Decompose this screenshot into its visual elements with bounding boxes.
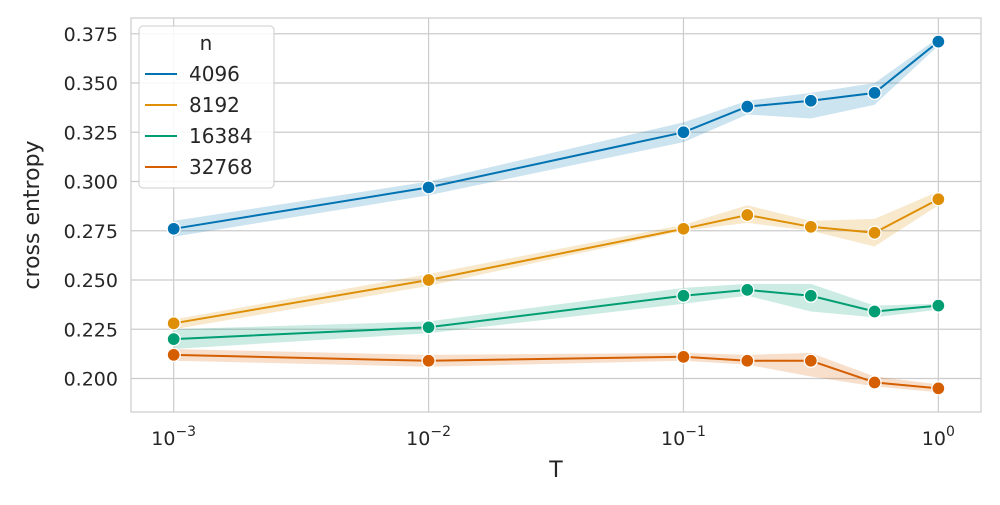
y-tick-label: 0.250 (64, 270, 118, 292)
point-16384 (421, 320, 436, 335)
point-32768 (803, 353, 818, 368)
point-8192 (867, 225, 882, 240)
point-32768 (166, 347, 181, 363)
x-axis-label: T (548, 458, 563, 483)
x-tick-label: 10−2 (406, 424, 451, 450)
y-tick-label: 0.375 (64, 24, 118, 46)
band-16384 (173, 283, 939, 349)
point-32768 (867, 375, 882, 390)
point-4096 (740, 99, 755, 114)
point-8192 (803, 219, 818, 234)
point-32768 (676, 349, 691, 364)
point-32768 (421, 353, 436, 368)
point-16384 (867, 304, 882, 319)
point-4096 (931, 34, 946, 49)
band-8192 (173, 191, 939, 330)
x-tick-label: 100 (922, 424, 955, 450)
legend-label-8192: 8192 (189, 93, 240, 117)
y-tick-label: 0.300 (64, 172, 118, 194)
legend-label-4096: 4096 (189, 62, 240, 86)
point-8192 (676, 221, 691, 236)
y-tick-label: 0.325 (64, 122, 118, 144)
point-32768 (740, 353, 755, 368)
point-16384 (676, 288, 691, 303)
x-tick-label: 10−3 (151, 424, 196, 450)
point-32768 (931, 381, 946, 396)
x-tick-labels: 10−3 10−2 10−1 100 (151, 424, 955, 450)
legend: n 4096 8192 16384 32768 (138, 25, 275, 189)
y-axis-label: cross entropy (20, 140, 45, 289)
point-16384 (931, 298, 946, 313)
point-4096 (803, 93, 818, 108)
legend-label-32768: 32768 (189, 155, 253, 179)
y-tick-label: 0.200 (64, 369, 118, 391)
y-tick-label: 0.275 (64, 221, 118, 243)
point-4096 (676, 125, 691, 140)
point-8192 (421, 272, 436, 288)
point-4096 (166, 221, 181, 236)
point-16384 (166, 331, 181, 347)
y-tick-labels: 0.200 0.225 0.250 0.275 0.300 0.325 0.350 0.375 (64, 24, 118, 391)
point-8192 (740, 207, 755, 223)
y-tick-label: 0.225 (64, 319, 118, 341)
series-points (166, 34, 946, 396)
y-tick-label: 0.350 (64, 73, 118, 95)
point-4096 (867, 85, 882, 101)
point-16384 (740, 282, 755, 298)
point-16384 (803, 288, 818, 303)
legend-title: n (200, 31, 213, 55)
point-8192 (166, 316, 181, 331)
legend-label-16384: 16384 (189, 124, 253, 148)
x-tick-label: 10−1 (661, 424, 706, 450)
point-8192 (931, 192, 946, 207)
point-4096 (421, 180, 436, 195)
legend-box (138, 25, 275, 189)
